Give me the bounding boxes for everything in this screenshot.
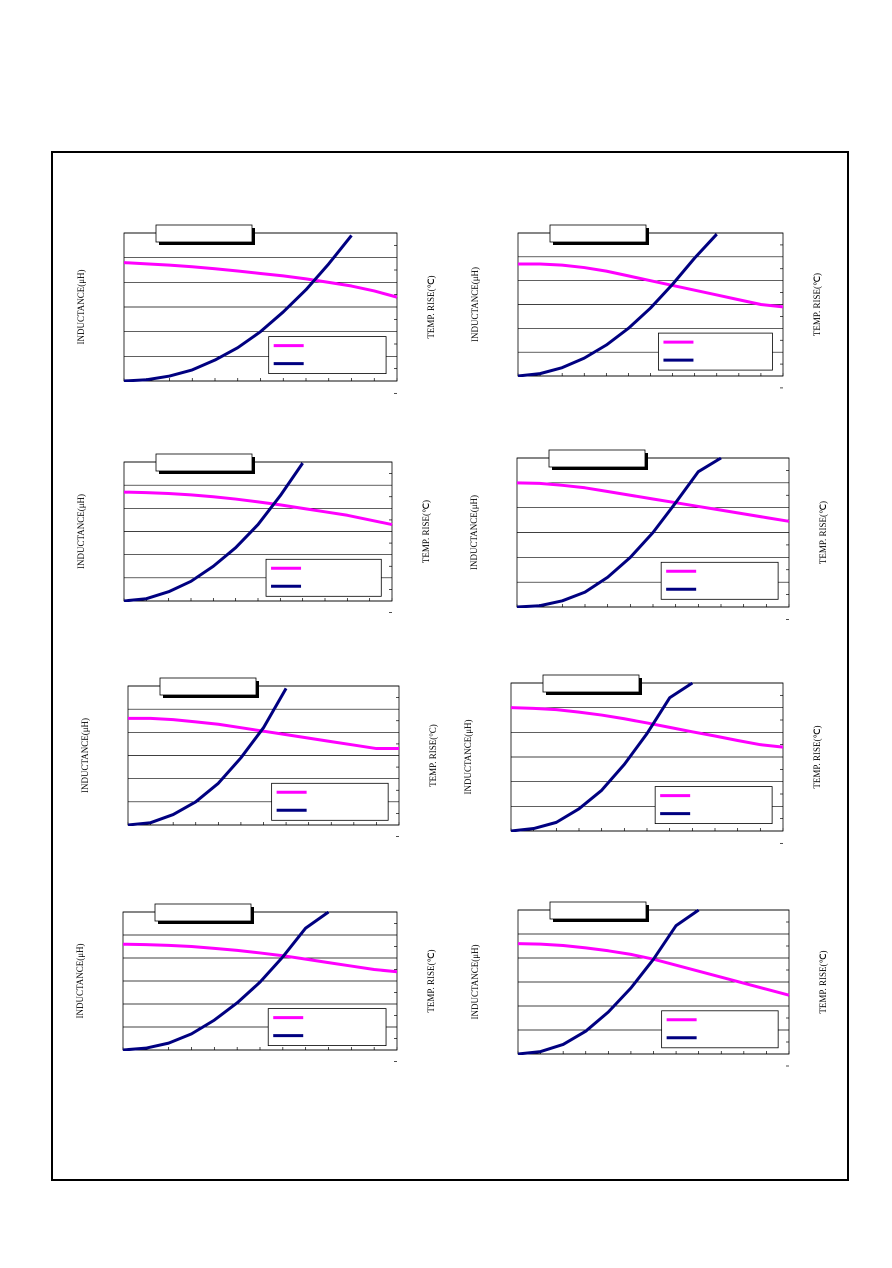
title-box: [542, 674, 640, 693]
y-axis-label: INDUCTANCE(μH): [76, 494, 86, 569]
plot-frame: [517, 232, 784, 377]
series-line: [518, 262, 784, 309]
y-axis-label: INDUCTANCE(μH): [470, 944, 480, 1019]
legend-box: [271, 782, 389, 821]
y2-axis-label: TEMP. RISE(℃): [818, 501, 828, 564]
plot-frame: [517, 909, 790, 1055]
y-axis-label: INDUCTANCE(μH): [75, 943, 85, 1018]
legend-box: [654, 786, 773, 824]
legend-box: [265, 558, 382, 597]
series-line: [518, 942, 790, 997]
series-line: [128, 687, 288, 826]
page-frame: [51, 151, 849, 1181]
series-line: [511, 682, 694, 832]
y2-axis-label: TEMP. RISE(℃): [421, 500, 431, 563]
chart: INDUCTANCE(μH) TEMP. RISE(℃): [75, 903, 436, 1062]
chart: INDUCTANCE(μH) TEMP. RISE(℃): [463, 674, 822, 844]
plot-frame: [123, 232, 398, 382]
title-box: [549, 901, 647, 920]
y-axis-label: INDUCTANCE(μH): [76, 269, 86, 344]
series-line: [518, 909, 700, 1055]
y2-axis-label: TEMP. RISE(℃): [426, 275, 436, 338]
series-line: [511, 706, 784, 749]
series-line: [124, 234, 353, 382]
series-line: [124, 462, 304, 602]
legend-box: [268, 336, 387, 375]
chart: INDUCTANCE(μH) TEMP. RISE(℃): [470, 901, 828, 1067]
title-box: [549, 224, 647, 243]
y2-axis-label: TEMP. RISE(°C): [428, 724, 438, 787]
legend-box: [658, 332, 773, 371]
series-line: [123, 942, 398, 974]
chart: INDUCTANCE(μH) TEMP. RISE(℃): [469, 449, 828, 620]
series-line: [124, 261, 398, 299]
title-box: [155, 224, 253, 243]
chart: INDUCTANCE(μH) TEMP. RISE(°C): [80, 677, 438, 837]
title-box: [155, 453, 253, 472]
plot-frame: [516, 457, 790, 608]
legend-box: [661, 1010, 779, 1049]
plot-frame: [127, 685, 400, 826]
plot-frame: [123, 461, 393, 602]
chart: INDUCTANCE(μH) TEMP. RISE(℃): [470, 224, 822, 389]
series-line: [128, 716, 399, 751]
series-line: [517, 457, 722, 608]
legend-box: [267, 1008, 387, 1046]
plot-frame: [122, 911, 398, 1051]
y-axis-label: INDUCTANCE(μH): [470, 267, 480, 342]
y2-axis-label: TEMP. RISE(℃): [818, 950, 828, 1013]
legend-box: [660, 561, 779, 600]
y2-axis-label: TEMP. RISE(℃): [812, 273, 822, 336]
series-line: [123, 911, 330, 1051]
y2-axis-label: TEMP. RISE(℃): [426, 949, 436, 1012]
series-line: [517, 481, 790, 523]
plot-frame: [510, 682, 784, 832]
y-axis-label: INDUCTANCE(μH): [80, 718, 90, 793]
series-line: [518, 233, 718, 377]
y2-axis-label: TEMP. RISE(℃): [812, 725, 822, 788]
y-axis-label: INDUCTANCE(μH): [463, 719, 473, 794]
chart: INDUCTANCE(μH) TEMP. RISE(℃): [76, 453, 431, 613]
title-box: [154, 903, 252, 922]
y-axis-label: INDUCTANCE(μH): [469, 495, 479, 570]
title-box: [548, 449, 646, 468]
chart: INDUCTANCE(μH) TEMP. RISE(℃): [76, 224, 436, 394]
title-box: [159, 677, 257, 696]
series-line: [124, 490, 393, 527]
